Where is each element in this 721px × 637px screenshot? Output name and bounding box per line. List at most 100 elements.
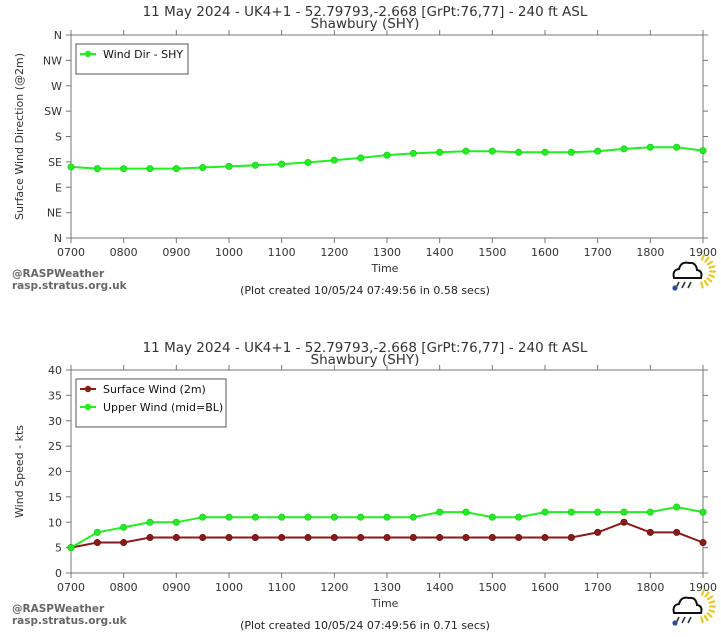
sun-ray [706, 260, 714, 266]
x-tick-label: 1100 [268, 581, 296, 594]
data-point [357, 154, 365, 162]
data-point [488, 513, 496, 521]
data-point [436, 533, 444, 541]
x-tick-label: 1400 [426, 581, 454, 594]
data-point [515, 513, 523, 521]
sun-ray [708, 600, 716, 604]
data-point [67, 163, 75, 171]
data-point [146, 165, 154, 173]
legend-label: Wind Dir - SHY [103, 48, 183, 61]
x-axis-label: Time [371, 597, 399, 610]
x-tick-label: 1000 [215, 581, 243, 594]
y-tick-label: NE [47, 207, 62, 220]
data-point [646, 528, 654, 536]
x-tick-label: 1800 [636, 246, 664, 259]
data-point [488, 147, 496, 155]
x-tick-label: 1100 [268, 246, 296, 259]
data-point [462, 147, 470, 155]
data-point [225, 162, 233, 170]
data-point [357, 513, 365, 521]
y-tick-label: E [55, 181, 62, 194]
chart-title: 11 May 2024 - UK4+1 - 52.79793,-2.668 [G… [143, 4, 588, 20]
data-point [436, 508, 444, 516]
legend-box [75, 378, 227, 428]
sun-ray [704, 256, 710, 263]
x-tick-label: 1600 [531, 581, 559, 594]
data-point [673, 143, 681, 151]
data-point [699, 539, 707, 547]
data-point [330, 533, 338, 541]
chart-subtitle: Shawbury (SHY) [311, 352, 420, 368]
y-tick-label: N [54, 29, 62, 42]
y-tick-label: N [54, 232, 62, 245]
data-point [120, 539, 128, 547]
legend-swatch-marker [84, 50, 92, 58]
credit-site: rasp.stratus.org.uk [12, 615, 128, 627]
y-tick-label: 30 [48, 415, 62, 428]
data-point [304, 158, 312, 166]
data-point [251, 533, 259, 541]
y-tick-label: 25 [48, 440, 62, 453]
rain-drop [687, 281, 692, 289]
data-point [330, 156, 338, 164]
x-tick-label: 1300 [373, 246, 401, 259]
data-point [567, 508, 575, 516]
data-point [383, 533, 391, 541]
sun-ray [700, 281, 704, 289]
chart-title: 11 May 2024 - UK4+1 - 52.79793,-2.668 [G… [143, 340, 588, 356]
data-point [515, 148, 523, 156]
data-point [199, 164, 207, 172]
data-point [673, 528, 681, 536]
x-tick-label: 1000 [215, 246, 243, 259]
data-point [146, 518, 154, 526]
data-point [594, 528, 602, 536]
legend-label: Surface Wind (2m) [103, 383, 206, 396]
rain-drop [687, 616, 692, 624]
data-point [567, 148, 575, 156]
data-point [541, 533, 549, 541]
data-point [67, 544, 75, 552]
chart-panel-2: 11 May 2024 - UK4+1 - 52.79793,-2.668 [G… [12, 340, 717, 632]
data-point [409, 149, 417, 157]
sun-ray [701, 588, 705, 596]
y-tick-label: W [51, 80, 62, 93]
data-point [120, 523, 128, 531]
data-point [409, 513, 417, 521]
data-point [251, 513, 259, 521]
sun-ray [706, 277, 713, 283]
y-tick-label: 15 [48, 491, 62, 504]
sun-ray [706, 612, 713, 618]
x-tick-label: 0800 [110, 581, 138, 594]
cloud-shape [672, 596, 703, 614]
x-tick-label: 0700 [57, 581, 85, 594]
data-point [172, 518, 180, 526]
x-tick-label: 1300 [373, 581, 401, 594]
x-tick-label: 1900 [689, 246, 717, 259]
data-point [436, 148, 444, 156]
data-point [541, 148, 549, 156]
chart-panel-1: 11 May 2024 - UK4+1 - 52.79793,-2.668 [G… [12, 4, 717, 297]
data-point [699, 508, 707, 516]
data-point [93, 528, 101, 536]
x-tick-label: 1700 [584, 581, 612, 594]
y-tick-label: 10 [48, 516, 62, 529]
data-point [278, 533, 286, 541]
data-point [646, 143, 654, 151]
x-tick-label: 1200 [320, 581, 348, 594]
data-point [594, 508, 602, 516]
x-tick-label: 1700 [584, 246, 612, 259]
credit-site: rasp.stratus.org.uk [12, 280, 128, 292]
y-tick-label: 40 [48, 364, 62, 377]
x-tick-label: 1900 [689, 581, 717, 594]
rain-drop-blue [672, 285, 678, 291]
sun-ray [700, 616, 704, 624]
data-point [515, 533, 523, 541]
sun-ray [708, 274, 716, 278]
y-tick-label: S [55, 131, 62, 144]
weather-logo-icon [672, 588, 717, 626]
data-point [620, 145, 628, 153]
data-point [304, 533, 312, 541]
x-tick-label: 1500 [478, 581, 506, 594]
y-tick-label: 20 [48, 466, 62, 479]
